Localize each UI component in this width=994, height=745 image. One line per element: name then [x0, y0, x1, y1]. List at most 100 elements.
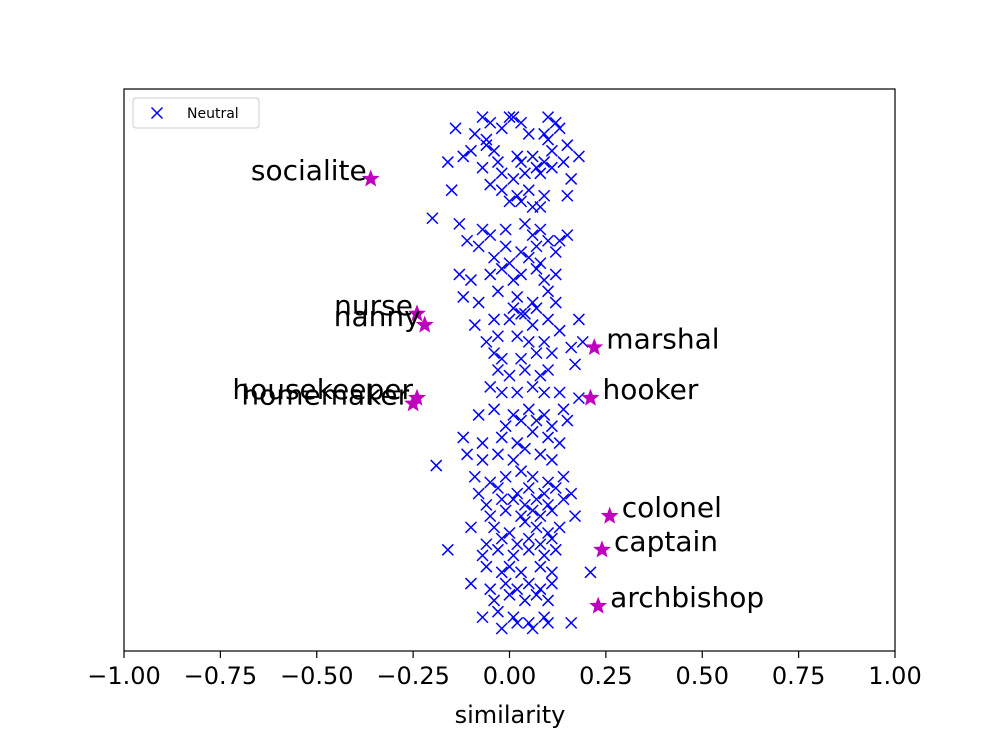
neutral-point: [491, 543, 504, 556]
neutral-point: [534, 223, 547, 236]
neutral-point: [518, 167, 531, 180]
star-point-colonel: [600, 506, 619, 524]
neutral-point: [495, 122, 508, 135]
neutral-point: [565, 616, 578, 629]
neutral-point: [565, 487, 578, 500]
neutral-point: [545, 161, 558, 174]
neutral-point: [534, 448, 547, 461]
neutral-point: [491, 481, 504, 495]
point-label-hooker: hooker: [602, 373, 698, 406]
neutral-point: [557, 156, 570, 169]
neutral-point: [526, 504, 539, 517]
neutral-point: [464, 577, 477, 590]
neutral-point: [480, 133, 493, 146]
neutral-point: [488, 144, 501, 157]
neutral-point: [569, 510, 582, 523]
neutral-point: [530, 240, 543, 253]
neutral-point: [515, 245, 528, 259]
legend-marker-neutral: [150, 106, 164, 120]
neutral-point: [511, 189, 524, 202]
neutral-point: [507, 408, 520, 421]
point-label-socialite: socialite: [251, 154, 367, 187]
neutral-point: [518, 217, 531, 230]
neutral-point: [572, 392, 585, 405]
neutral-point: [453, 268, 466, 281]
neutral-series: [426, 111, 597, 635]
neutral-point: [538, 549, 551, 562]
neutral-point: [542, 313, 555, 326]
neutral-point: [488, 403, 501, 416]
x-tick-label: 0.25: [579, 662, 632, 690]
neutral-point: [476, 453, 489, 466]
neutral-point: [538, 274, 551, 287]
neutral-point: [530, 588, 543, 601]
neutral-point: [538, 127, 551, 140]
neutral-point: [534, 257, 547, 270]
neutral-point: [488, 594, 501, 607]
neutral-point: [480, 498, 493, 511]
neutral-point: [468, 319, 481, 332]
point-label-nanny: nanny: [334, 300, 421, 333]
neutral-point: [484, 178, 497, 191]
neutral-point: [503, 526, 516, 540]
neutral-point: [522, 481, 535, 495]
neutral-point: [534, 369, 547, 382]
neutral-point: [538, 189, 551, 202]
neutral-point: [430, 459, 443, 472]
neutral-point: [480, 560, 493, 573]
neutral-point: [542, 498, 555, 511]
x-axis-label: similarity: [455, 701, 566, 729]
neutral-point: [499, 577, 512, 590]
neutral-point: [530, 493, 543, 506]
neutral-point: [484, 476, 497, 489]
neutral-point: [534, 510, 547, 523]
neutral-point: [553, 122, 566, 135]
neutral-point: [557, 493, 570, 506]
neutral-point: [484, 268, 497, 281]
neutral-point: [518, 307, 531, 320]
neutral-point: [499, 240, 512, 253]
neutral-point: [584, 566, 597, 579]
neutral-point: [542, 476, 555, 489]
neutral-point: [503, 313, 516, 326]
neutral-point: [549, 116, 562, 129]
neutral-point: [488, 313, 501, 326]
neutral-point: [476, 161, 489, 174]
neutral-point: [511, 150, 524, 163]
neutral-point: [553, 324, 566, 337]
neutral-point: [542, 111, 555, 124]
x-tick-label: 0.75: [772, 662, 825, 690]
neutral-point: [445, 184, 458, 197]
neutral-point: [526, 380, 539, 393]
neutral-point: [461, 448, 474, 461]
neutral-point: [576, 335, 589, 348]
neutral-point: [495, 622, 508, 635]
neutral-point: [526, 470, 539, 483]
neutral-point: [464, 274, 477, 287]
neutral-point: [545, 453, 558, 466]
neutral-point: [484, 380, 497, 393]
neutral-point: [542, 431, 555, 444]
neutral-point: [553, 437, 566, 450]
neutral-point: [449, 122, 462, 135]
neutral-point: [545, 504, 558, 517]
neutral-point: [495, 566, 508, 579]
neutral-point: [557, 403, 570, 416]
neutral-point: [503, 588, 516, 601]
neutral-point: [542, 616, 555, 629]
legend-box: [132, 97, 260, 129]
neutral-point: [511, 538, 524, 551]
star-point-marshal: [585, 338, 604, 356]
neutral-point: [426, 212, 439, 225]
neutral-point: [542, 363, 555, 377]
neutral-point: [572, 313, 585, 326]
neutral-point: [518, 498, 531, 511]
neutral-point: [507, 111, 520, 124]
neutral-point: [484, 510, 497, 523]
neutral-point: [565, 341, 578, 354]
neutral-point: [507, 274, 520, 287]
neutral-point: [441, 543, 454, 556]
neutral-point: [457, 290, 470, 303]
neutral-point: [553, 234, 566, 247]
